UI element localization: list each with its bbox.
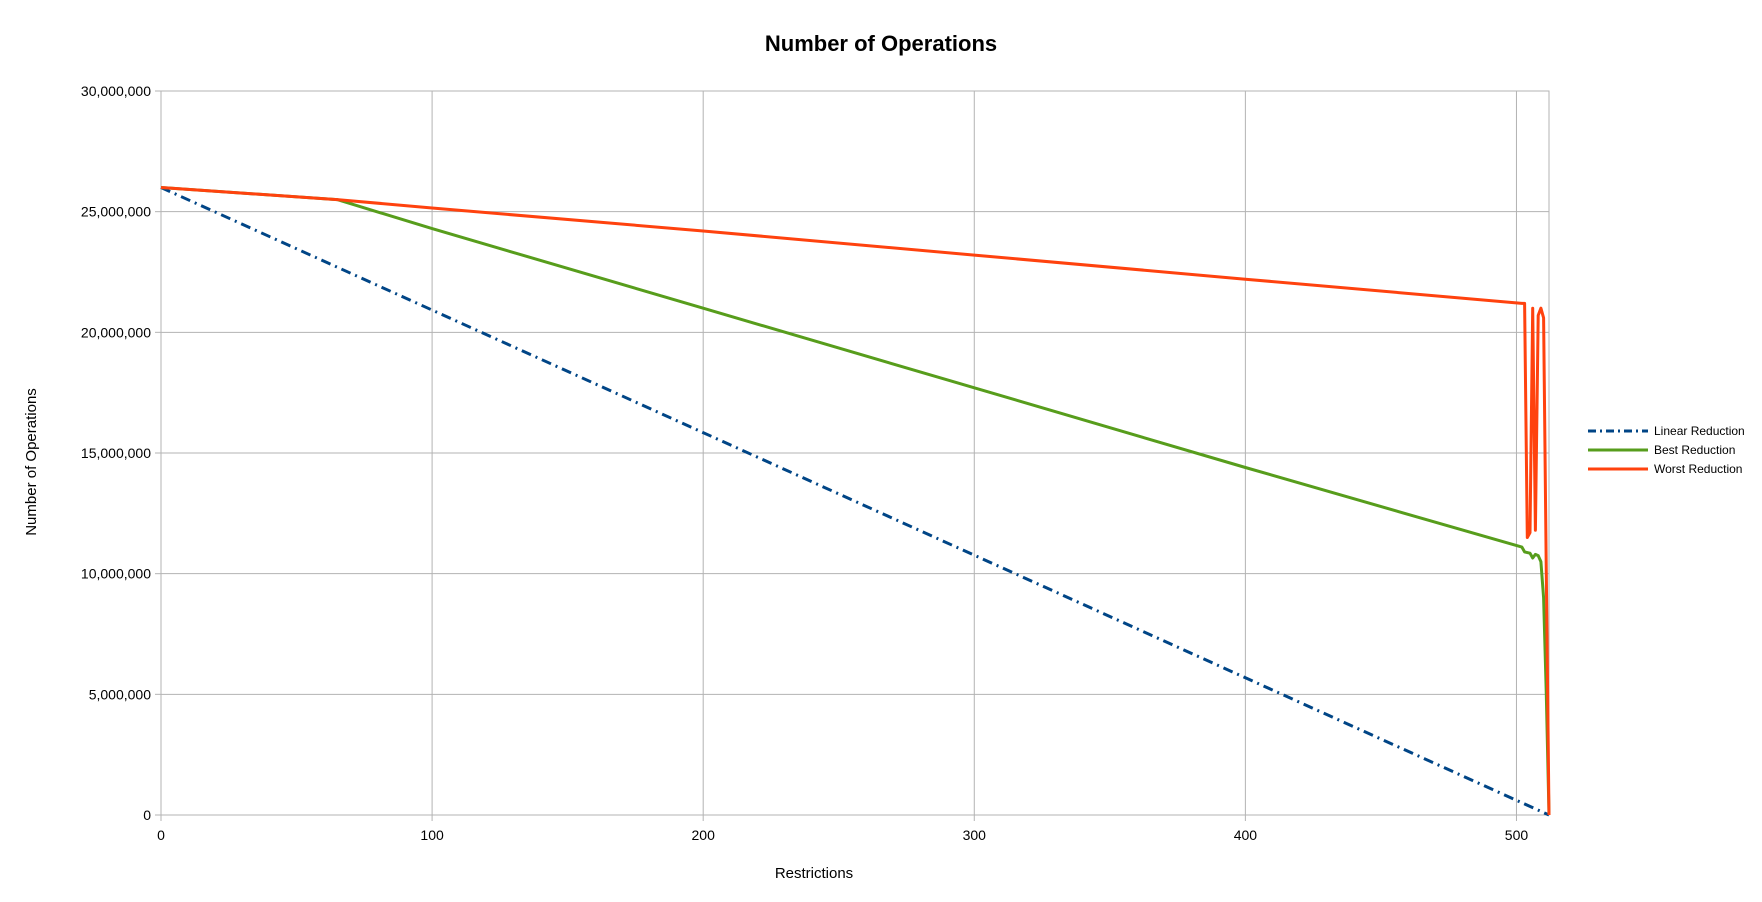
chart-title: Number of Operations [765,31,997,56]
y-tick-label: 20,000,000 [81,324,151,340]
x-tick-label: 400 [1234,827,1258,843]
legend-label: Worst Reduction [1654,462,1742,476]
y-tick-label: 5,000,000 [89,686,151,702]
y-axis-label: Number of Operations [23,388,40,536]
x-tick-label: 0 [157,827,165,843]
x-tick-label: 100 [420,827,444,843]
legend: Linear Reduction Best Reduction Worst Redu… [1588,424,1745,476]
y-tick-label: 15,000,000 [81,445,151,461]
series-lines [160,186,1551,817]
y-tick-label: 30,000,000 [81,83,151,99]
x-tick-label: 500 [1505,827,1529,843]
y-tick-label: 25,000,000 [81,204,151,220]
series-line-worst-reduction [160,186,1551,816]
x-axis-label: Restrictions [775,865,853,882]
series-line-linear-reduction [160,186,1550,817]
x-tick-label: 200 [692,827,716,843]
series-line-best-reduction [160,186,1551,816]
legend-label: Best Reduction [1654,443,1735,457]
y-tick-label: 0 [143,807,151,823]
x-axis-ticks: 0 100 200 300 400 500 [157,815,1528,843]
x-tick-label: 300 [963,827,987,843]
grid [160,90,1549,816]
legend-label: Linear Reduction [1654,424,1745,438]
y-axis-ticks: 0 5,000,000 10,000,000 15,000,000 20,000,000… [81,83,161,823]
y-tick-label: 10,000,000 [81,566,151,582]
